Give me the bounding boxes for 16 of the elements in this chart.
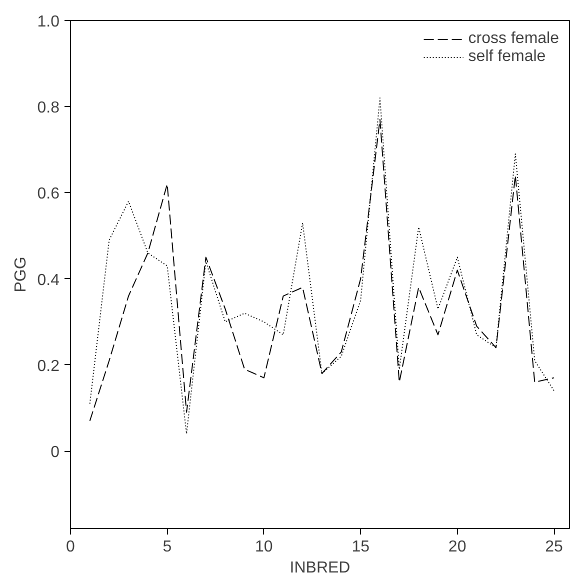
legend-label: cross female: [468, 30, 559, 48]
x-tick-label: 20: [448, 538, 466, 556]
y-tick-label: 0.4: [37, 272, 60, 289]
x-axis-title: INBRED: [290, 560, 350, 576]
legend-label: self female: [468, 48, 546, 66]
x-tick-label: 5: [162, 538, 172, 556]
y-tick-label: 0: [50, 444, 60, 462]
x-tick-label: 25: [545, 538, 564, 556]
y-tick-label: 0.6: [37, 186, 60, 203]
x-tick-label: 15: [352, 538, 370, 556]
y-tick-label: 1.0: [37, 14, 60, 30]
y-axis-title: PGG: [12, 256, 30, 292]
y-tick-label: 0.2: [37, 358, 60, 375]
y-tick-label: 0.8: [37, 100, 60, 117]
x-tick-label: 0: [66, 538, 76, 556]
x-tick-label: 10: [255, 538, 273, 556]
